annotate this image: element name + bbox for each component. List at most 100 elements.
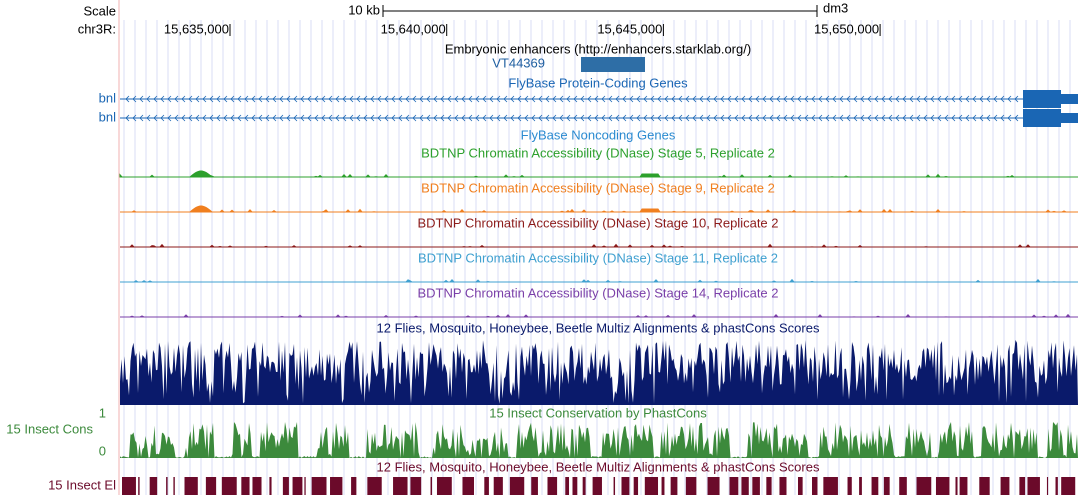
track-title: 15 Insect Conservation by PhastCons bbox=[489, 405, 707, 420]
element bbox=[644, 477, 659, 495]
strand-arrows bbox=[125, 114, 1019, 122]
element bbox=[1046, 477, 1049, 495]
element bbox=[351, 477, 357, 495]
position-tick-label: 15,645,000 bbox=[597, 21, 662, 36]
track-title: BDTNP Chromatin Accessibility (DNase) St… bbox=[418, 250, 778, 265]
feature-label: VT44369 bbox=[492, 55, 545, 70]
element bbox=[812, 477, 818, 495]
element bbox=[484, 477, 489, 495]
element bbox=[1000, 477, 1010, 495]
element bbox=[1055, 477, 1058, 495]
element bbox=[613, 477, 616, 495]
track-title: BDTNP Chromatin Accessibility (DNase) St… bbox=[417, 215, 778, 230]
element bbox=[282, 477, 289, 495]
phastcons-signal bbox=[120, 422, 1078, 458]
element bbox=[393, 477, 408, 495]
position-tick-label: 15,650,000 bbox=[814, 21, 879, 36]
element bbox=[462, 477, 475, 495]
element bbox=[582, 477, 586, 495]
element bbox=[916, 477, 932, 495]
gene-label: bnl bbox=[99, 90, 116, 105]
signal bbox=[120, 313, 1078, 318]
side-label: 15 Insect El bbox=[48, 477, 116, 492]
assembly-label: dm3 bbox=[823, 0, 848, 15]
signal bbox=[120, 205, 1078, 213]
gene-label: bnl bbox=[99, 109, 116, 124]
element bbox=[766, 477, 772, 495]
element bbox=[661, 477, 665, 495]
element bbox=[1061, 477, 1076, 495]
element bbox=[367, 477, 382, 495]
element bbox=[979, 477, 990, 495]
element bbox=[707, 477, 720, 495]
track-title: Embryonic enhancers (http://enhancers.st… bbox=[445, 41, 751, 56]
strand-arrows bbox=[125, 95, 1019, 103]
track-title: 12 Flies, Mosquito, Honeybee, Beetle Mul… bbox=[377, 459, 820, 474]
element bbox=[493, 477, 503, 495]
element bbox=[883, 477, 890, 495]
conservation-signal bbox=[120, 340, 1078, 405]
element bbox=[138, 477, 140, 495]
position-tick-label: 15,635,000 bbox=[164, 21, 229, 36]
element bbox=[621, 477, 630, 495]
element bbox=[221, 477, 237, 495]
feature[interactable] bbox=[581, 57, 645, 72]
element bbox=[935, 477, 950, 495]
element bbox=[670, 477, 678, 495]
element bbox=[1019, 477, 1026, 495]
element bbox=[797, 477, 803, 495]
element bbox=[859, 477, 862, 495]
element bbox=[304, 477, 306, 495]
element bbox=[149, 477, 158, 495]
element bbox=[292, 477, 303, 495]
track-title: 12 Flies, Mosquito, Honeybee, Beetle Mul… bbox=[377, 320, 820, 335]
element bbox=[779, 477, 787, 495]
element bbox=[592, 477, 602, 495]
track-title: BDTNP Chromatin Accessibility (DNase) St… bbox=[417, 285, 778, 300]
track-title: FlyBase Protein-Coding Genes bbox=[508, 75, 688, 90]
element bbox=[269, 477, 272, 495]
element bbox=[122, 477, 136, 495]
element bbox=[847, 477, 852, 495]
element bbox=[547, 477, 558, 495]
element bbox=[572, 477, 578, 495]
exon bbox=[1023, 90, 1061, 108]
signal bbox=[120, 278, 1078, 283]
signal bbox=[119, 170, 1078, 178]
element bbox=[410, 477, 422, 495]
signal bbox=[120, 243, 1078, 248]
element bbox=[685, 477, 697, 495]
element bbox=[959, 477, 968, 495]
element bbox=[252, 477, 262, 495]
scale-bar-label: 10 kb bbox=[348, 2, 380, 17]
element bbox=[509, 477, 525, 495]
element bbox=[752, 477, 760, 495]
element bbox=[633, 477, 639, 495]
element bbox=[166, 477, 168, 495]
element bbox=[205, 477, 217, 495]
scale-label: Scale bbox=[83, 3, 116, 18]
chrom-label: chr3R: bbox=[78, 21, 116, 36]
element bbox=[871, 477, 879, 495]
exon bbox=[1061, 94, 1078, 104]
element bbox=[565, 477, 570, 495]
element bbox=[436, 477, 452, 495]
track-title: FlyBase Noncoding Genes bbox=[521, 127, 676, 142]
exon bbox=[1023, 109, 1061, 127]
element bbox=[241, 477, 250, 495]
position-tick-label: 15,640,000 bbox=[381, 21, 446, 36]
track-title: BDTNP Chromatin Accessibility (DNase) St… bbox=[421, 145, 775, 160]
y-max: 1 bbox=[99, 405, 106, 420]
element bbox=[531, 477, 538, 495]
y-min: 0 bbox=[99, 443, 106, 458]
element bbox=[741, 477, 749, 495]
element bbox=[729, 477, 739, 495]
element bbox=[311, 477, 327, 495]
element bbox=[430, 477, 433, 495]
element bbox=[184, 477, 198, 495]
element bbox=[823, 477, 838, 495]
element bbox=[330, 477, 343, 495]
exon bbox=[1061, 113, 1078, 123]
element bbox=[173, 477, 175, 495]
